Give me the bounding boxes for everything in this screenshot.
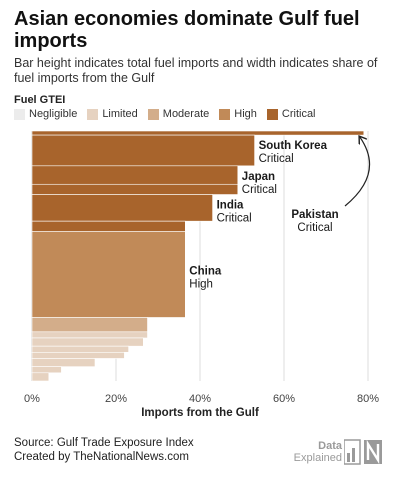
bar (31, 372, 50, 382)
annotation-south-korea-status: Critical (259, 153, 294, 165)
bar-pakistan (31, 130, 365, 136)
bar (31, 331, 148, 339)
legend-swatch-critical (266, 108, 278, 120)
x-tick-label: 40% (189, 393, 211, 405)
annotation-japan-name: Japan (242, 171, 275, 183)
logo-mark-icon (344, 439, 382, 465)
bar (31, 317, 148, 333)
bar (31, 337, 144, 347)
source-note: Source: Gulf Trade Exposure Index (14, 437, 194, 449)
x-tick-label: 20% (105, 393, 127, 405)
legend-item-limited: Limited (87, 108, 138, 120)
x-tick-label: 80% (357, 393, 379, 405)
legend-swatch-negligible (14, 108, 25, 120)
annotation-south-korea-name: South Korea (259, 140, 328, 152)
annotations: South KoreaCriticalJapanCriticalIndiaCri… (189, 137, 371, 290)
annotation-arrow (344, 137, 371, 207)
legend-label-negligible: Negligible (29, 108, 78, 120)
bar (31, 345, 129, 353)
footer: Source: Gulf Trade Exposure Index Create… (14, 436, 194, 464)
legend-label-moderate: Moderate (162, 108, 210, 120)
x-tick-labels: 0% 20% 40% 60% 80% (24, 393, 379, 405)
legend-item-negligible: Negligible (14, 108, 77, 120)
bar-south-korea (31, 134, 255, 167)
legend-item-high: High (219, 108, 257, 120)
bar-japan (31, 165, 239, 185)
legend-swatch-limited (87, 108, 99, 120)
marimekko-chart: 0% 20% 40% 60% 80% South KoreaCriticalJapanC… (24, 130, 379, 419)
legend: Negligible Limited Moderate High Critica… (14, 108, 394, 120)
chart-title: Asian economies dominate Gulf fuel impor… (14, 8, 360, 52)
data-explained-logo: Data Explained (292, 438, 382, 468)
x-tick-label: 0% (24, 393, 40, 405)
x-axis-label: Imports from the Gulf (141, 407, 259, 419)
legend-item-moderate: Moderate (147, 108, 210, 120)
annotation-china-name: China (189, 265, 222, 277)
annotation-pakistan-status: Critical (297, 222, 332, 234)
annotation-china-status: High (189, 278, 213, 290)
annotation-india-name: India (217, 200, 244, 212)
bar (31, 183, 239, 195)
x-tick-label: 60% (273, 393, 295, 405)
legend-title: Fuel GTEI (14, 94, 66, 106)
bar (31, 220, 186, 232)
annotation-pakistan-name: Pakistan (291, 209, 338, 221)
bars (31, 130, 365, 382)
logo-line1: Data (318, 440, 342, 452)
credit-note: Created by TheNationalNews.com (14, 451, 189, 463)
legend-swatch-high (219, 108, 231, 120)
bar (31, 352, 125, 359)
bar-india (31, 194, 213, 222)
chart-subtitle: Bar height indicates total fuel imports … (14, 56, 378, 85)
bar (31, 358, 96, 367)
annotation-india-status: Critical (217, 213, 252, 225)
bar (31, 366, 62, 374)
legend-item-critical: Critical (266, 108, 316, 120)
logo-line2: Explained (293, 452, 342, 464)
legend-label-critical: Critical (281, 108, 316, 120)
legend-label-high: High (234, 108, 257, 120)
annotation-japan-status: Critical (242, 184, 277, 196)
bar-china (31, 231, 186, 318)
legend-label-limited: Limited (102, 108, 138, 120)
legend-swatch-moderate (147, 108, 159, 120)
